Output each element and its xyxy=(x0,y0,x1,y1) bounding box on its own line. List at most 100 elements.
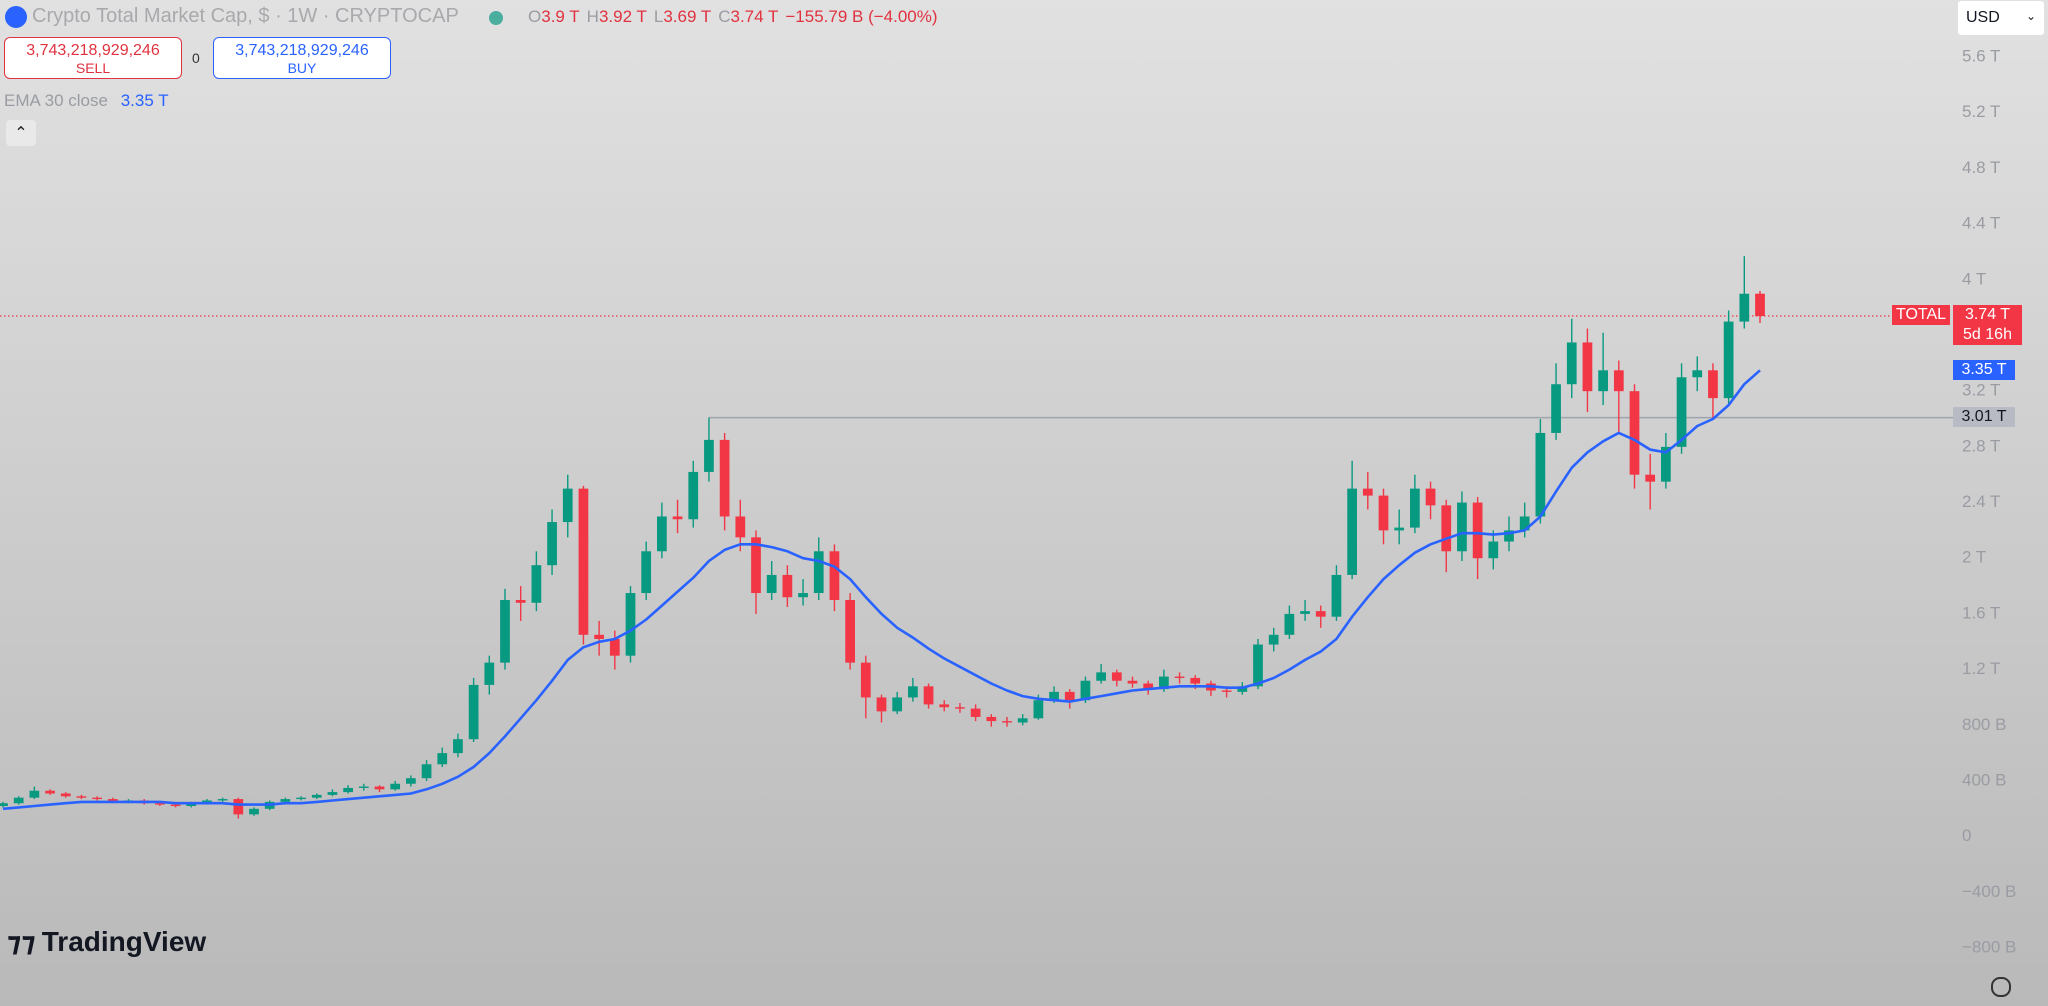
candle-body xyxy=(766,574,777,594)
ohlc-value: 3.9 T xyxy=(541,7,580,26)
sell-label: SELL xyxy=(75,60,111,76)
ohlc-value: 3.74 T xyxy=(730,7,779,26)
candle-body xyxy=(908,686,918,698)
candle-body xyxy=(955,707,965,709)
candle-body xyxy=(107,799,118,802)
candle-body xyxy=(358,786,369,788)
candle-body xyxy=(657,516,667,552)
collapse-button[interactable]: ⌃ xyxy=(6,120,36,146)
candle-body xyxy=(13,797,24,804)
candle-body xyxy=(625,593,636,656)
candle-body xyxy=(1661,446,1671,482)
candle-body xyxy=(1441,505,1452,552)
candle-body xyxy=(155,803,165,805)
candle-body xyxy=(1472,502,1483,559)
buy-label: BUY xyxy=(287,60,317,76)
sell-price: 3,743,218,929,246 xyxy=(26,42,160,59)
candle-body xyxy=(45,790,55,794)
candle-body xyxy=(1394,527,1405,531)
symbol-icon xyxy=(5,6,27,28)
candle-body xyxy=(186,803,197,807)
candle-body xyxy=(437,753,448,765)
candle-body xyxy=(1143,683,1154,690)
candle-body xyxy=(798,593,808,598)
candle-body xyxy=(860,662,871,698)
y-tick-label: 3.2 T xyxy=(1962,381,2000,400)
sell-button[interactable]: 3,743,218,929,246 SELL xyxy=(4,37,182,79)
candle-body xyxy=(327,792,338,795)
y-tick-label: 1.6 T xyxy=(1962,603,2000,622)
candle-body xyxy=(1159,676,1169,690)
ema-price-label: 3.35 T xyxy=(1953,360,2015,380)
candle-body xyxy=(1362,488,1373,496)
candle-body xyxy=(1551,384,1561,433)
candle-body xyxy=(1315,611,1326,617)
candle-body xyxy=(751,537,761,594)
candle-body xyxy=(845,599,855,663)
candle-body xyxy=(1111,672,1122,681)
indicator-legend[interactable]: EMA 30 close 3.35 T xyxy=(4,91,169,111)
candle-body xyxy=(813,551,824,594)
candle-body xyxy=(1347,488,1357,575)
candle-body xyxy=(406,778,416,784)
candle-body xyxy=(170,804,181,807)
candle-body xyxy=(29,790,40,798)
ohlc-key: L xyxy=(653,7,664,26)
candle-body xyxy=(641,551,652,594)
candle-body xyxy=(1221,690,1232,692)
candle-body xyxy=(562,488,573,523)
indicator-name: EMA 30 close xyxy=(4,91,108,110)
ohlc-value: 3.69 T xyxy=(663,7,712,26)
candle-body xyxy=(1488,541,1499,559)
candle-body xyxy=(296,797,306,800)
candle-body xyxy=(1645,474,1656,482)
candle-body xyxy=(311,794,322,798)
settings-icon[interactable] xyxy=(1991,977,2011,997)
candle-body xyxy=(1064,691,1075,701)
y-tick-label: 4.8 T xyxy=(1962,158,2000,177)
candle-body xyxy=(1253,644,1263,687)
candle-body xyxy=(1096,672,1106,681)
ohlc-legend: O3.9 T H3.92 T L3.69 T C3.74 T −155.79 B (−4… xyxy=(528,7,945,27)
currency-select[interactable]: USD ⌄ xyxy=(1958,1,2044,35)
candle-body xyxy=(249,808,259,815)
ema-line xyxy=(2,369,1761,811)
candle-body xyxy=(1504,530,1514,542)
candle-body xyxy=(672,516,683,520)
buy-button[interactable]: 3,743,218,929,246 BUY xyxy=(213,37,391,79)
candle-body xyxy=(782,574,793,598)
ohlc-change: −155.79 B (−4.00%) xyxy=(785,7,938,26)
buy-price: 3,743,218,929,246 xyxy=(235,42,369,59)
candle-body xyxy=(1331,574,1342,617)
candle-body xyxy=(939,704,950,708)
candle-body xyxy=(453,739,463,754)
candle-body xyxy=(92,797,102,800)
candle-body xyxy=(1033,700,1044,719)
y-tick-label: −400 B xyxy=(1962,882,2016,901)
y-tick-label: −800 B xyxy=(1962,938,2016,957)
candle-body xyxy=(343,787,353,793)
candle-body xyxy=(1410,488,1420,528)
ohlc-value: 3.92 T xyxy=(598,7,647,26)
candle-body xyxy=(1049,691,1059,701)
y-tick-label: 1.2 T xyxy=(1962,659,2000,678)
candle-body xyxy=(704,439,714,472)
candle-body xyxy=(500,599,510,663)
candle-body xyxy=(468,684,479,740)
candle-body xyxy=(719,439,730,517)
y-tick-label: 400 B xyxy=(1962,770,2006,789)
candle-body xyxy=(1284,613,1295,635)
currency: USD xyxy=(1966,9,2000,26)
ohlc-key: O xyxy=(528,7,542,26)
symbol-title[interactable]: Crypto Total Market Cap, $ · 1W · CRYPTO… xyxy=(32,5,459,27)
brand-logo[interactable]: ⁊⁊ TradingView xyxy=(7,926,207,957)
candle-body xyxy=(1237,686,1248,692)
y-tick-label: 2.8 T xyxy=(1962,436,2000,455)
candle-body xyxy=(735,516,746,538)
candle-body xyxy=(280,799,291,802)
level-label: 3.01 T xyxy=(1953,407,2015,427)
candle-body xyxy=(1582,342,1593,392)
candle-body xyxy=(217,799,228,801)
